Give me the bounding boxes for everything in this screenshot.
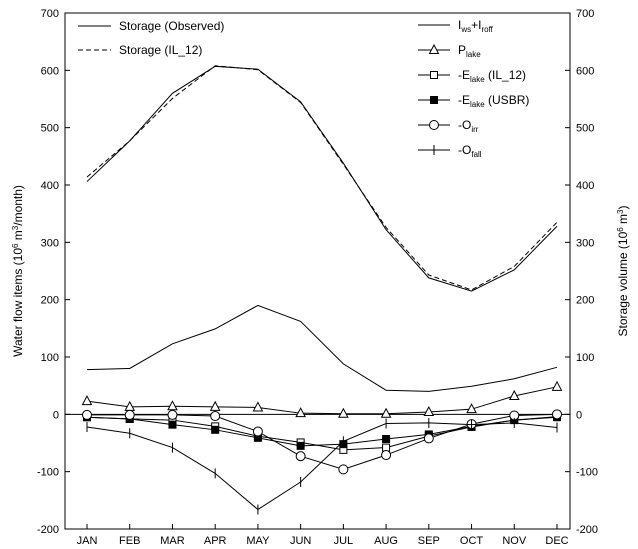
legend-label: Storage (IL_12) [119,43,202,57]
y-axis-label-left: Water flow items (106 m3/month) [11,185,25,357]
y-tick-label-right: 100 [576,352,594,364]
y-tick-label-left: 0 [53,409,59,421]
y-tick-label-left: 200 [41,295,59,307]
series-7 [86,417,558,515]
y-tick-label-right: 600 [576,65,594,77]
data-point [382,434,391,443]
legend-label: -Oirr [458,118,479,134]
legend-label: Iws+Iroff [458,18,494,34]
series-line [86,422,558,511]
y-tick-label-left: 500 [41,123,59,135]
series-group [81,65,563,515]
y-tick-label-right: 500 [576,123,594,135]
data-point [466,403,477,414]
data-point [338,464,349,475]
data-point [430,96,438,104]
x-tick-label: FEB [119,535,140,547]
y-tick-label-right: 400 [576,180,594,192]
data-point [252,401,264,412]
series-2 [86,304,558,392]
y-tick-label-right: 700 [576,8,594,20]
legend-label: -Ofall [458,143,482,159]
data-point [210,411,221,422]
data-point [381,450,392,461]
series-0 [86,65,558,292]
x-tick-label: DEC [545,535,568,547]
data-point [295,451,306,462]
data-point [168,420,177,429]
y-tick-label-left: 600 [41,65,59,77]
y-tick-label-right: 200 [576,295,594,307]
x-tick-label: MAR [160,535,185,547]
data-point [382,443,391,452]
x-tick-label: JUN [290,535,311,547]
series-5 [83,413,561,450]
x-tick-label: NOV [502,535,527,547]
series-line [86,386,558,415]
data-point [429,120,439,130]
series-line [86,416,558,447]
series-6 [82,409,562,475]
data-point [296,441,305,450]
y-axis-label-right: Storage volume (106 m3) [616,206,630,337]
y-tick-label-right: -100 [576,467,598,479]
y-tick-label-right: 300 [576,237,594,249]
y-tick-label-right: -200 [576,524,598,536]
data-point [508,389,520,400]
x-tick-label: AUG [374,535,398,547]
y-tick-label-left: -100 [37,467,59,479]
y-tick-label-left: 700 [41,8,59,20]
data-point [380,407,392,418]
legend-label: Plake [458,43,481,59]
y-tick-label-left: 100 [41,352,59,364]
data-point [82,409,92,420]
y-tick-label-left: 300 [41,237,59,249]
series-line [87,413,558,470]
x-tick-label: JAN [77,535,98,547]
series-3 [81,380,563,418]
data-point [211,425,220,434]
series-line [86,65,558,291]
legend-label: -Elake (IL_12) [458,68,526,84]
x-tick-label: OCT [460,535,484,547]
series-1 [86,65,558,291]
axis-ticks: -200 -200 -100 -100 0 0 100 100 200 200 300 300 400 4… [37,8,598,547]
data-point [430,71,438,79]
data-point [81,395,93,406]
series-line [86,304,558,392]
plot-frame [64,12,571,530]
y-tick-label-right: 0 [576,409,582,421]
y-tick-label-left: 400 [41,180,59,192]
legend-label: Storage (Observed) [119,19,224,33]
x-tick-label: SEP [418,535,440,547]
data-point [124,409,135,420]
legend: Storage (Observed) Storage (IL_12) Iws+Iro… [78,18,529,159]
x-tick-label: JUL [334,535,354,547]
data-point [295,407,306,418]
x-tick-label: MAY [246,535,270,547]
data-point [252,426,263,437]
data-point [428,43,440,54]
y-tick-label-left: -200 [37,524,59,536]
data-point [552,409,562,420]
x-tick-label: APR [204,535,227,547]
data-point [167,400,178,411]
data-point [338,407,349,418]
legend-label: -Elake (USBR) [458,93,529,109]
data-point [423,405,435,417]
data-point [423,433,434,444]
data-point [209,400,221,411]
data-point [167,409,178,420]
data-point [551,380,563,391]
series-4 [83,412,561,454]
series-line [86,65,558,292]
